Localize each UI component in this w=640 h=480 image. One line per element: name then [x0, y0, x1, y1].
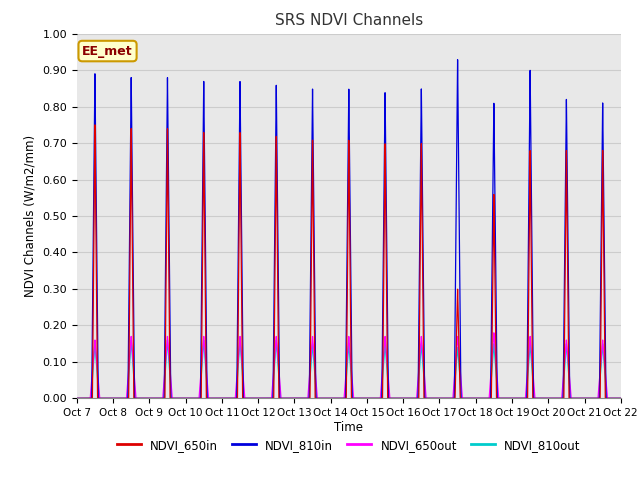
Text: EE_met: EE_met — [82, 45, 133, 58]
Title: SRS NDVI Channels: SRS NDVI Channels — [275, 13, 423, 28]
X-axis label: Time: Time — [334, 421, 364, 434]
Legend: NDVI_650in, NDVI_810in, NDVI_650out, NDVI_810out: NDVI_650in, NDVI_810in, NDVI_650out, NDV… — [112, 434, 586, 456]
Y-axis label: NDVI Channels (W/m2/mm): NDVI Channels (W/m2/mm) — [24, 135, 36, 297]
